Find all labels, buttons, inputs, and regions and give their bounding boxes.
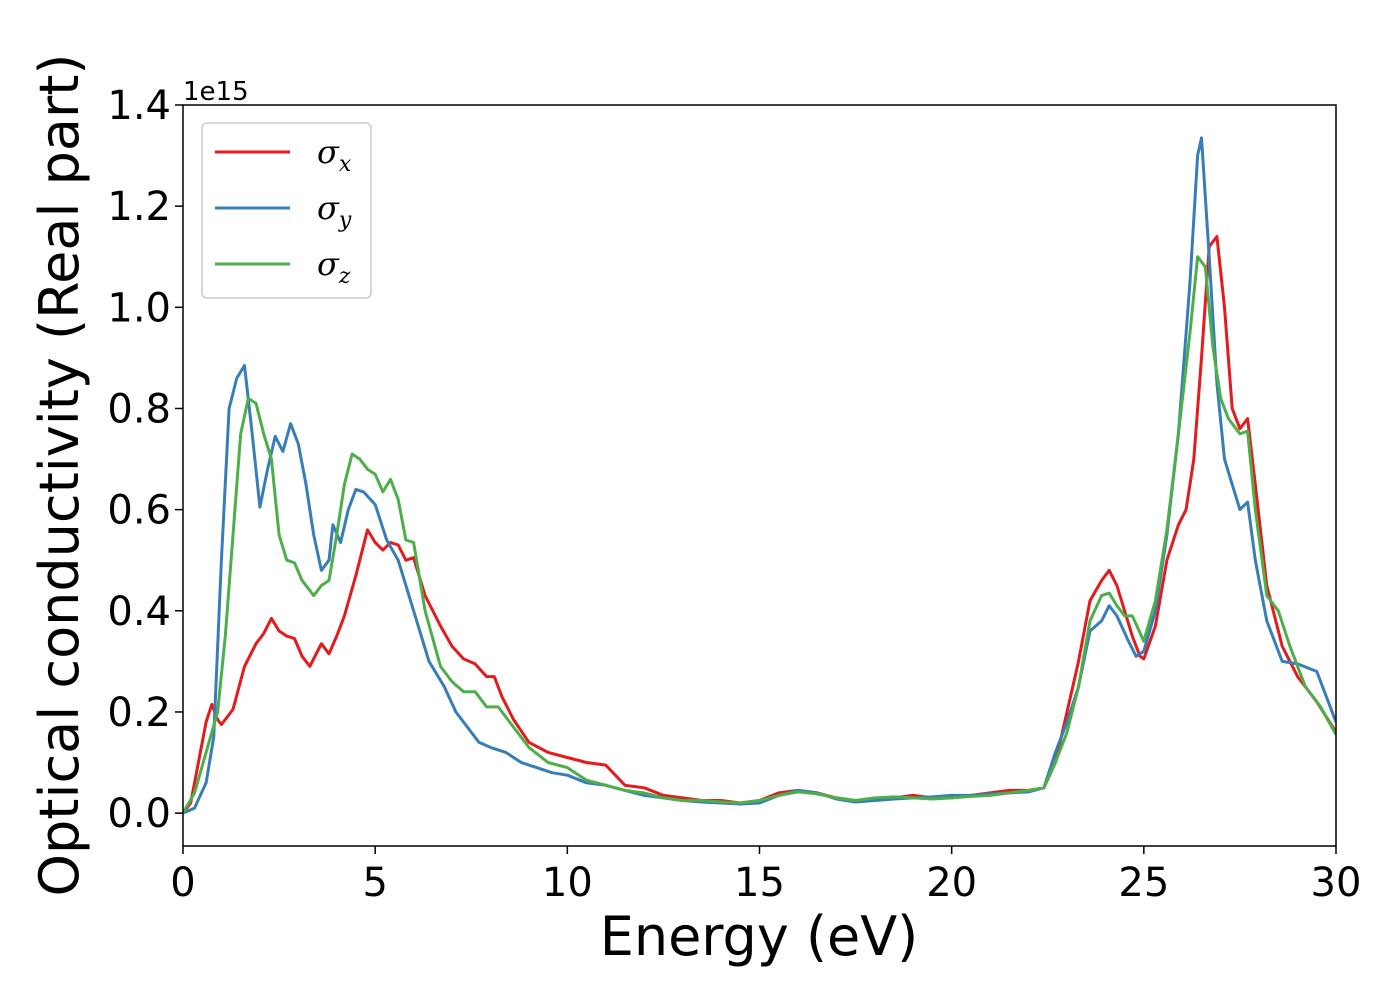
y-tick-label: 0.6 xyxy=(107,488,171,534)
y-axis-ticks: 0.0 0.2 0.4 0.6 0.8 1.0 1.2 1.4 xyxy=(107,83,183,837)
y-axis-title: Optical conductivity (Real part) xyxy=(28,54,91,897)
series-line-z xyxy=(183,255,1336,814)
x-tick-label: 10 xyxy=(542,860,593,906)
y-tick-label: 0.2 xyxy=(107,690,171,736)
x-axis-title: Energy (eV) xyxy=(600,905,919,968)
y-offset-label: 1e15 xyxy=(183,77,249,107)
x-tick-label: 30 xyxy=(1311,860,1362,906)
y-tick-label: 0.8 xyxy=(107,386,171,432)
series-layer xyxy=(183,136,1336,815)
y-tick-label: 1.0 xyxy=(107,285,171,331)
x-tick-label: 25 xyxy=(1118,860,1169,906)
y-tick-label: 0.0 xyxy=(107,791,171,837)
legend-label-y: σy xyxy=(317,189,352,233)
x-tick-label: 20 xyxy=(926,860,977,906)
x-tick-label: 0 xyxy=(170,860,195,906)
y-tick-label: 0.4 xyxy=(107,589,171,635)
x-axis-ticks: 0 5 10 15 20 25 30 xyxy=(170,846,1361,906)
x-tick-label: 15 xyxy=(734,860,785,906)
x-tick-label: 5 xyxy=(362,860,387,906)
y-tick-label: 1.2 xyxy=(107,184,171,230)
legend-box xyxy=(201,122,372,299)
y-tick-label: 1.4 xyxy=(107,83,171,129)
